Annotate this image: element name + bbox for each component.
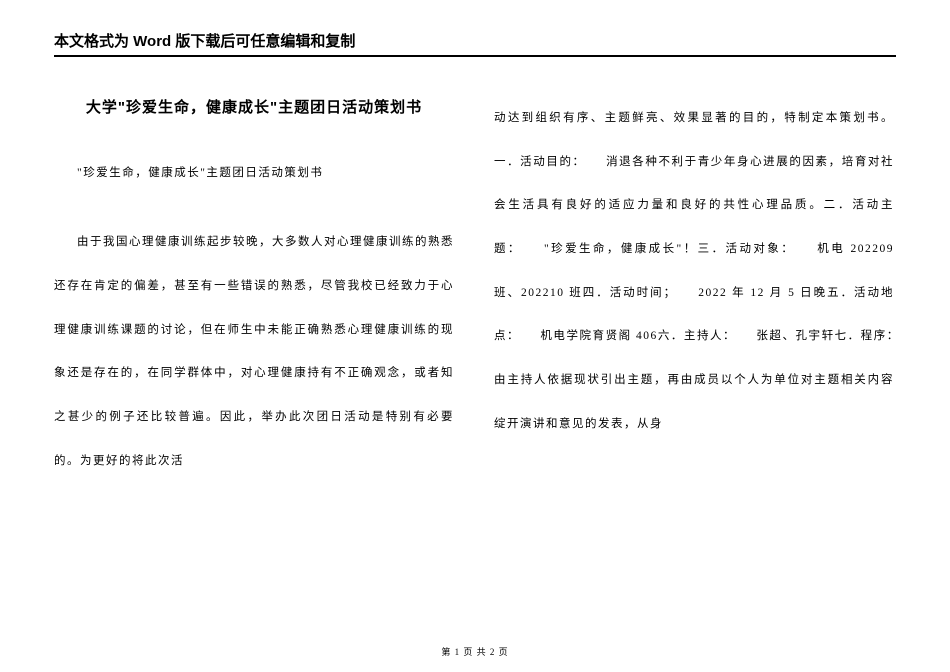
document-title: 大学"珍爱生命，健康成长"主题团日活动策划书	[54, 97, 454, 120]
page-footer: 第 1 页 共 2 页	[0, 645, 950, 658]
left-column: 大学"珍爱生命，健康成长"主题团日活动策划书 "珍爱生命，健康成长"主题团日活动…	[54, 97, 454, 509]
left-paragraph-2: 由于我国心理健康训练起步较晚，大多数人对心理健康训练的熟悉还存在肯定的偏差，甚至…	[54, 221, 454, 483]
format-notice-header: 本文格式为 Word 版下载后可任意编辑和复制	[54, 30, 896, 57]
two-column-layout: 大学"珍爱生命，健康成长"主题团日活动策划书 "珍爱生命，健康成长"主题团日活动…	[54, 97, 896, 509]
right-paragraph-1: 动达到组织有序、主题鲜亮、效果显著的目的，特制定本策划书。一．活动目的： 消退各…	[494, 97, 894, 447]
document-page: 本文格式为 Word 版下载后可任意编辑和复制 大学"珍爱生命，健康成长"主题团…	[0, 0, 950, 672]
right-column: 动达到组织有序、主题鲜亮、效果显著的目的，特制定本策划书。一．活动目的： 消退各…	[494, 97, 894, 509]
left-paragraph-1: "珍爱生命，健康成长"主题团日活动策划书	[54, 152, 454, 196]
